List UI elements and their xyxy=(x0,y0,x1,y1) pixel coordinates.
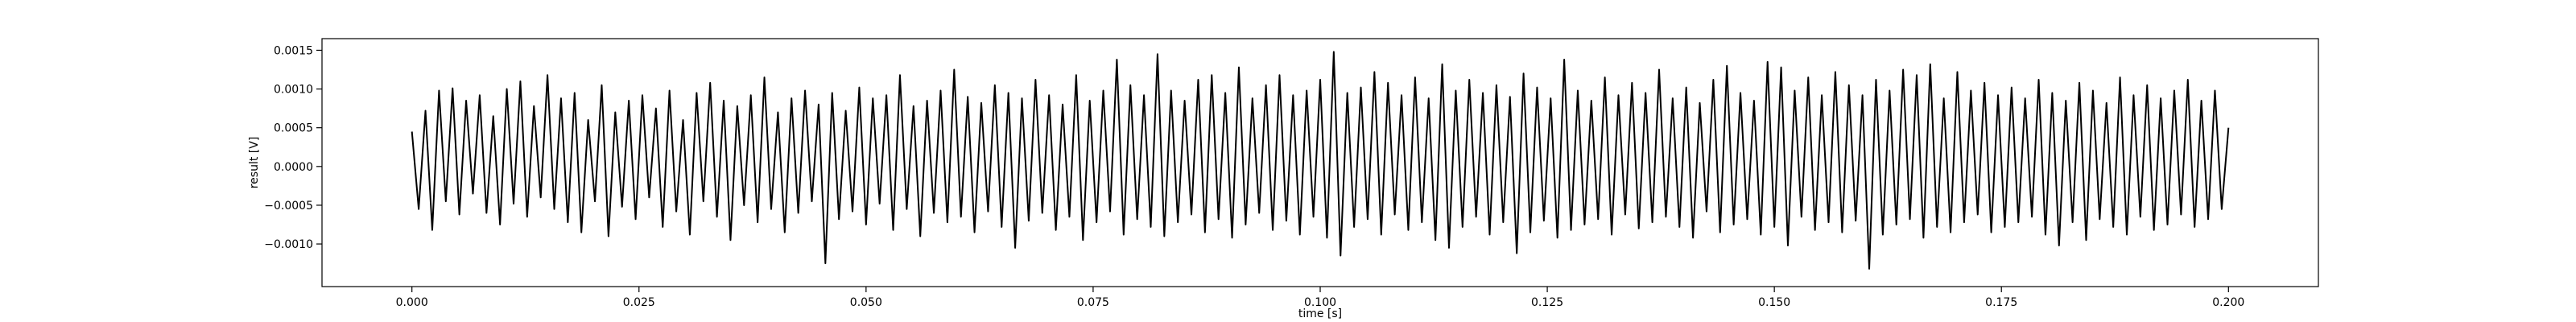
y-axis: −0.0010 −0.0005 0.0000 0.0005 0.0010 0.0015 xyxy=(264,44,322,251)
x-tick-label: 0.200 xyxy=(2212,296,2244,309)
x-tick-label: 0.175 xyxy=(1985,296,2017,309)
y-tick-label: 0.0010 xyxy=(274,84,313,97)
x-axis-label: time [s] xyxy=(1298,308,1342,320)
x-axis: 0.000 0.025 0.050 0.075 0.100 0.125 0.150 0.175… xyxy=(396,287,2244,309)
x-tick-label: 0.025 xyxy=(623,296,655,309)
y-tick-label: −0.0005 xyxy=(264,200,313,213)
x-tick-label: 0.100 xyxy=(1304,296,1336,309)
x-tick-label: 0.075 xyxy=(1077,296,1109,309)
series-line xyxy=(411,51,2230,270)
x-tick-label: 0.050 xyxy=(850,296,882,309)
plot-frame xyxy=(321,38,2319,287)
x-tick-label: 0.150 xyxy=(1758,296,1790,309)
y-tick-label: −0.0010 xyxy=(264,238,313,251)
x-tick-label: 0.125 xyxy=(1531,296,1563,309)
y-tick-label: 0.0005 xyxy=(274,122,313,135)
y-tick-label: 0.0015 xyxy=(274,44,313,57)
plot-area xyxy=(411,51,2230,270)
y-axis-label: result [V] xyxy=(248,137,261,189)
y-tick-label: 0.0000 xyxy=(274,161,313,174)
x-tick-label: 0.000 xyxy=(396,296,428,309)
